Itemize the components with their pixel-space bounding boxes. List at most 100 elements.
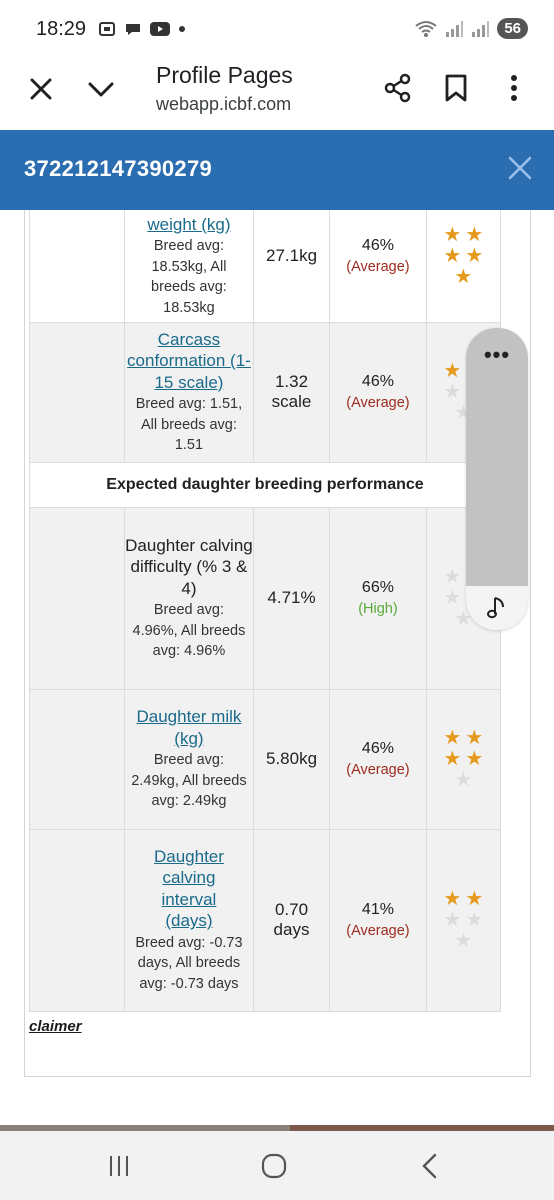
- trait-cell: Carcass conformation (1-15 scale) Breed …: [124, 322, 254, 463]
- back-icon[interactable]: [410, 1149, 450, 1183]
- star-filled-icon: ★: [443, 748, 462, 770]
- section-heading-row: Expected daughter breeding performance: [29, 462, 501, 508]
- trait-value: 27.1kg: [265, 245, 318, 265]
- status-right: 56: [415, 18, 528, 39]
- star-empty-icon: ★: [465, 909, 484, 931]
- trait-value: 5.80kg: [265, 748, 318, 768]
- reliability-cell: 46% (Average): [329, 689, 427, 830]
- empty-cell: [28, 210, 126, 323]
- star-filled-icon: ★: [443, 245, 462, 267]
- reliability-value: 66%: [361, 579, 394, 596]
- star-rating: ★★★★★: [427, 728, 500, 791]
- status-time: 18:29: [36, 18, 87, 40]
- reliability-level: (Average): [346, 394, 410, 411]
- star-empty-icon: ★: [454, 608, 473, 630]
- table-row: Daughter calving difficulty (% 3 & 4) Br…: [28, 507, 502, 690]
- star-filled-icon: ★: [465, 888, 484, 910]
- trait-link[interactable]: weight (kg): [147, 214, 231, 234]
- star-filled-icon: ★: [465, 245, 484, 267]
- status-bar: 18:29 56: [0, 0, 554, 58]
- modal-content[interactable]: weight (kg) Breed avg: 18.53kg, All bree…: [0, 210, 554, 1125]
- star-row: ★★: [443, 910, 483, 931]
- star-empty-icon: ★: [443, 909, 462, 931]
- trait-cell: Daughter calving difficulty (% 3 & 4) Br…: [124, 507, 254, 690]
- star-empty-icon: ★: [443, 587, 462, 609]
- value-cell: 4.71%: [252, 507, 331, 690]
- trait-average: Breed avg: 18.53kg, All breeds avg: 18.5…: [151, 238, 227, 316]
- more-vert-icon[interactable]: [498, 72, 530, 104]
- table-row: weight (kg) Breed avg: 18.53kg, All bree…: [28, 210, 502, 323]
- star-row: ★★: [443, 749, 483, 770]
- trait-cell: Daughter calving interval (days) Breed a…: [124, 829, 254, 1012]
- floating-panel[interactable]: •••: [466, 328, 528, 630]
- trait-link[interactable]: Daughter milk (kg): [136, 707, 242, 748]
- music-note-icon[interactable]: [486, 595, 508, 621]
- star-empty-icon: ★: [443, 566, 462, 588]
- reliability-value: 46%: [361, 740, 394, 757]
- trait-value: 4.71%: [267, 587, 316, 607]
- star-empty-icon: ★: [443, 381, 462, 403]
- signal-icon: [472, 20, 490, 37]
- trait-link[interactable]: Daughter calving interval (days): [153, 846, 224, 931]
- star-filled-icon: ★: [454, 266, 473, 288]
- star-cell: ★★★★★: [425, 210, 502, 323]
- home-icon[interactable]: [254, 1149, 294, 1183]
- page-title: Profile Pages: [156, 62, 293, 88]
- chevron-down-icon[interactable]: [86, 74, 116, 104]
- star-filled-icon: ★: [465, 748, 484, 770]
- reliability-value: 41%: [361, 901, 394, 918]
- floating-panel-footer[interactable]: [466, 586, 528, 630]
- trait-average: Breed avg: -0.73 days, All breeds avg: -…: [135, 934, 243, 992]
- disclaimer-link[interactable]: claimer: [29, 1018, 82, 1035]
- content-panel: weight (kg) Breed avg: 18.53kg, All bree…: [24, 210, 531, 1077]
- share-icon[interactable]: [382, 72, 414, 104]
- taskbar-strip: [0, 1125, 554, 1131]
- empty-cell: [28, 507, 126, 690]
- reliability-level: (Average): [346, 258, 410, 275]
- trait-average: Breed avg: 2.49kg, All breeds avg: 2.49k…: [131, 752, 247, 810]
- star-filled-icon: ★: [443, 224, 462, 246]
- signal-icon: [446, 20, 464, 37]
- bookmark-icon[interactable]: [440, 72, 472, 104]
- trait-cell: Daughter milk (kg) Breed avg: 2.49kg, Al…: [124, 689, 254, 830]
- table-row: Daughter calving interval (days) Breed a…: [28, 829, 502, 1012]
- battery-badge: 56: [497, 18, 528, 39]
- empty-cell: [28, 689, 126, 830]
- star-filled-icon: ★: [443, 888, 462, 910]
- system-nav-bar: [0, 1131, 554, 1200]
- modal-close-icon[interactable]: [502, 150, 538, 186]
- breeding-table: weight (kg) Breed avg: 18.53kg, All bree…: [28, 210, 502, 1012]
- animal-id: 372212147390279: [24, 156, 213, 181]
- value-cell: 1.32 scale: [252, 322, 331, 463]
- value-cell: 27.1kg: [252, 210, 331, 323]
- screenshot-icon: [99, 22, 115, 36]
- trait-value: 0.70 days: [273, 899, 310, 940]
- empty-cell: [28, 322, 126, 463]
- reliability-value: 46%: [361, 373, 394, 390]
- star-row: ★: [454, 931, 472, 952]
- star-row: ★: [454, 770, 472, 791]
- star-cell: ★★★★★: [425, 829, 502, 1012]
- star-row: ★: [454, 267, 472, 288]
- reliability-cell: 46% (Average): [329, 322, 427, 463]
- floating-more-icon[interactable]: •••: [483, 342, 511, 367]
- recents-icon[interactable]: [99, 1149, 139, 1183]
- page-url[interactable]: webapp.icbf.com: [156, 94, 292, 114]
- reliability-level: (Average): [346, 761, 410, 778]
- trait-average: Breed avg: 1.51, All breeds avg: 1.51: [135, 396, 243, 453]
- youtube-icon: [150, 22, 170, 36]
- chat-icon: [126, 24, 140, 35]
- reliability-level: (High): [358, 600, 398, 617]
- browser-toolbar: Profile Pages webapp.icbf.com: [0, 58, 554, 130]
- value-cell: 5.80kg: [252, 689, 331, 830]
- reliability-cell: 41% (Average): [329, 829, 427, 1012]
- star-row: ★★: [443, 246, 483, 267]
- value-cell: 0.70 days: [252, 829, 331, 1012]
- close-icon[interactable]: [26, 74, 56, 104]
- reliability-cell: 66% (High): [329, 507, 427, 690]
- trait-link[interactable]: Carcass conformation (1-15 scale): [127, 329, 251, 392]
- table-row: Carcass conformation (1-15 scale) Breed …: [28, 322, 502, 463]
- trait-label: Daughter calving difficulty (% 3 & 4): [125, 535, 253, 598]
- notification-icons: [98, 20, 186, 38]
- table-row: Daughter milk (kg) Breed avg: 2.49kg, Al…: [28, 689, 502, 830]
